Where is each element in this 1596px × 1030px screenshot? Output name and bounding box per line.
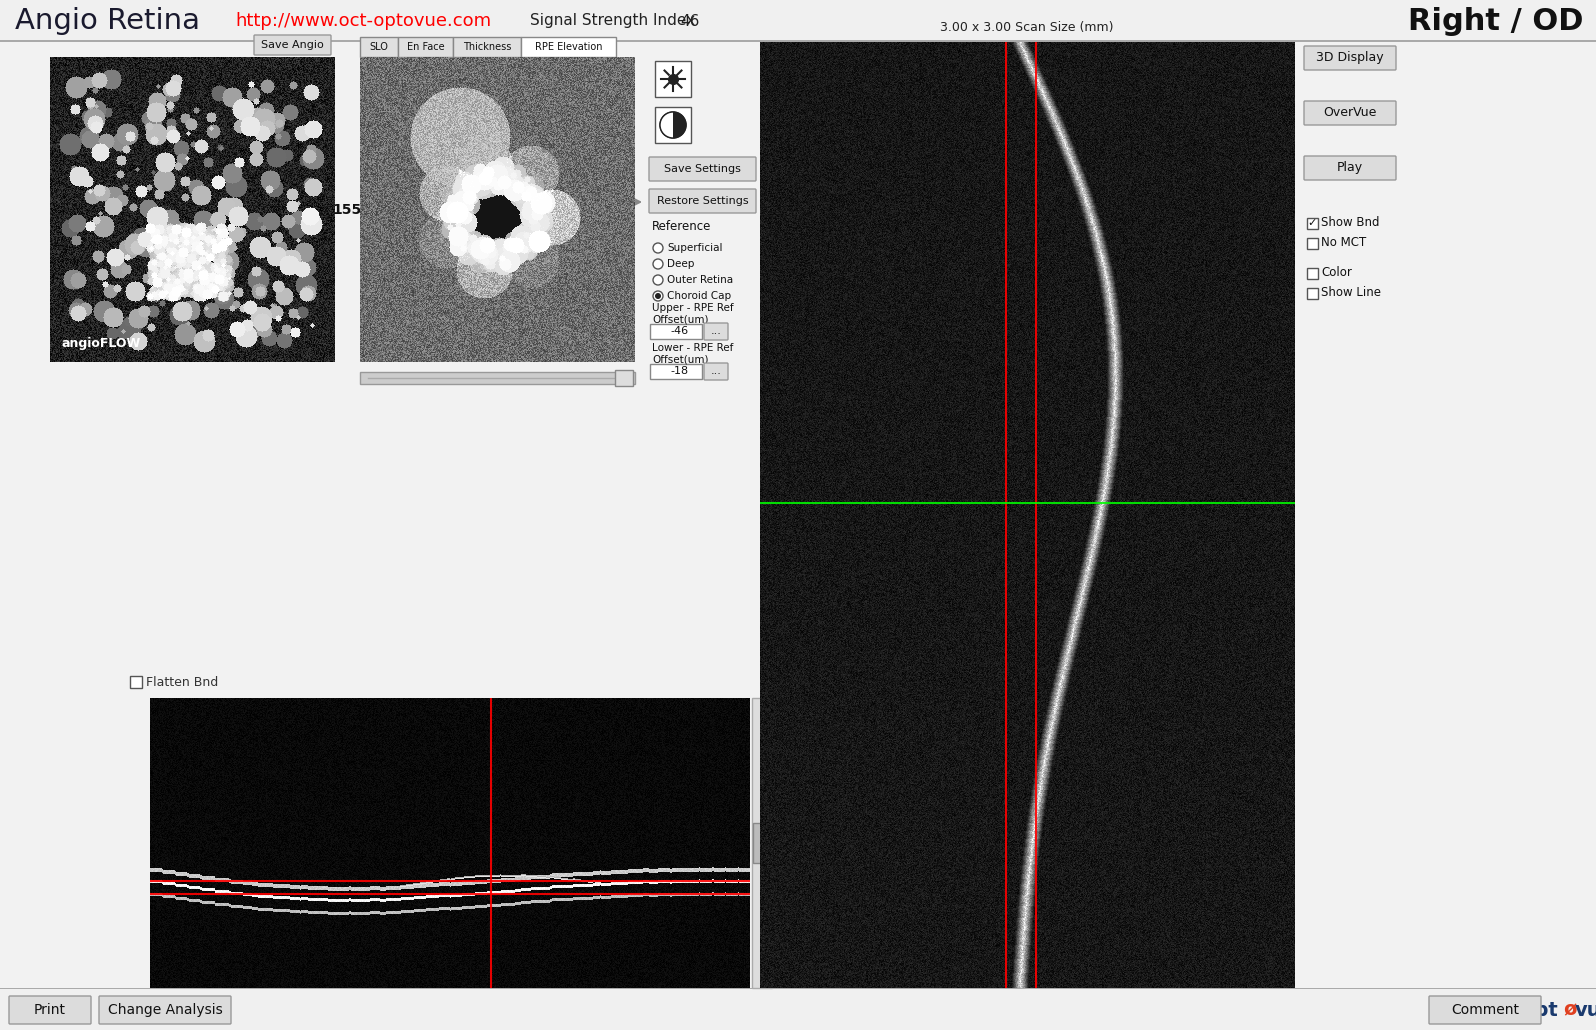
Text: Lower - RPE Ref: Lower - RPE Ref xyxy=(653,343,734,353)
Text: Outer Retina: Outer Retina xyxy=(667,275,733,285)
Text: 3D Display: 3D Display xyxy=(1317,52,1384,65)
FancyBboxPatch shape xyxy=(650,188,757,213)
Bar xyxy=(0,988,1596,989)
Bar xyxy=(453,37,520,57)
Text: Offset(um): Offset(um) xyxy=(653,355,709,365)
Bar xyxy=(1307,268,1318,279)
Bar xyxy=(361,37,397,57)
Text: Deep: Deep xyxy=(667,259,694,269)
Bar xyxy=(650,324,702,339)
FancyBboxPatch shape xyxy=(1304,46,1396,70)
Text: Save Settings: Save Settings xyxy=(664,164,741,174)
Circle shape xyxy=(653,291,662,301)
Text: ✓: ✓ xyxy=(1307,218,1317,228)
Bar xyxy=(520,37,616,57)
Text: Signal Strength Index: Signal Strength Index xyxy=(530,13,696,29)
Bar xyxy=(361,372,635,384)
Text: OverVue: OverVue xyxy=(1323,106,1377,119)
FancyBboxPatch shape xyxy=(99,996,231,1024)
Bar xyxy=(397,37,453,57)
Text: Change Analysis: Change Analysis xyxy=(107,1003,222,1017)
Circle shape xyxy=(661,112,686,138)
Text: Offset(um): Offset(um) xyxy=(653,315,709,325)
Text: -18: -18 xyxy=(670,366,688,376)
FancyBboxPatch shape xyxy=(1428,996,1542,1024)
Bar xyxy=(1307,288,1318,299)
Text: -46: -46 xyxy=(670,327,688,336)
Bar xyxy=(129,676,142,688)
FancyBboxPatch shape xyxy=(10,996,91,1024)
Bar xyxy=(752,698,772,988)
Text: 144: 144 xyxy=(365,62,394,76)
Text: angioFLOW: angioFLOW xyxy=(61,337,140,350)
FancyBboxPatch shape xyxy=(254,35,330,55)
FancyBboxPatch shape xyxy=(1304,101,1396,125)
Text: Show Line: Show Line xyxy=(1321,286,1381,300)
Circle shape xyxy=(654,293,661,299)
Text: opt: opt xyxy=(1521,1000,1558,1020)
Text: Restore Settings: Restore Settings xyxy=(656,196,749,206)
Circle shape xyxy=(653,259,662,269)
Text: Play: Play xyxy=(1337,162,1363,174)
Bar xyxy=(1307,238,1318,249)
Text: Choroid Cap: Choroid Cap xyxy=(667,291,731,301)
Text: Reference: Reference xyxy=(653,220,712,233)
Text: En Face: En Face xyxy=(407,42,444,52)
Text: Save Angio: Save Angio xyxy=(262,40,324,50)
Text: No MCT: No MCT xyxy=(1321,237,1366,249)
Bar xyxy=(654,61,691,97)
Text: ...: ... xyxy=(710,367,721,377)
Text: Flatten Bnd: Flatten Bnd xyxy=(145,676,219,688)
Bar xyxy=(0,988,1596,1030)
Bar xyxy=(0,40,1596,42)
Text: 3.00 x 3.00 Scan Size (mm): 3.00 x 3.00 Scan Size (mm) xyxy=(940,21,1114,34)
Text: http://www.oct-optovue.com: http://www.oct-optovue.com xyxy=(235,12,492,30)
Text: vue: vue xyxy=(1575,1000,1596,1020)
Bar xyxy=(650,364,702,379)
Text: 155: 155 xyxy=(332,203,361,217)
Text: ...: ... xyxy=(710,327,721,337)
Bar xyxy=(0,0,1596,40)
Wedge shape xyxy=(661,112,674,138)
Text: Show Bnd: Show Bnd xyxy=(1321,216,1379,230)
FancyBboxPatch shape xyxy=(650,157,757,181)
Text: ø: ø xyxy=(1562,1000,1577,1020)
Text: Angio Retina: Angio Retina xyxy=(14,7,200,35)
Text: Color: Color xyxy=(1321,267,1352,279)
FancyBboxPatch shape xyxy=(1304,156,1396,180)
Text: Comment: Comment xyxy=(1451,1003,1519,1017)
Text: Thickness: Thickness xyxy=(463,42,511,52)
Text: SLO: SLO xyxy=(370,42,388,52)
FancyBboxPatch shape xyxy=(704,363,728,380)
Circle shape xyxy=(653,243,662,253)
Text: RPE Elevation: RPE Elevation xyxy=(535,42,602,52)
FancyBboxPatch shape xyxy=(704,323,728,340)
Bar xyxy=(1307,218,1318,229)
Bar xyxy=(654,107,691,143)
Bar xyxy=(753,823,771,863)
Text: 46: 46 xyxy=(680,13,699,29)
Text: Superficial: Superficial xyxy=(667,243,723,253)
Bar xyxy=(614,370,634,386)
Circle shape xyxy=(653,275,662,285)
Text: Upper - RPE Ref: Upper - RPE Ref xyxy=(653,303,734,313)
Text: Print: Print xyxy=(34,1003,65,1017)
Text: Right / OD: Right / OD xyxy=(1408,6,1583,35)
